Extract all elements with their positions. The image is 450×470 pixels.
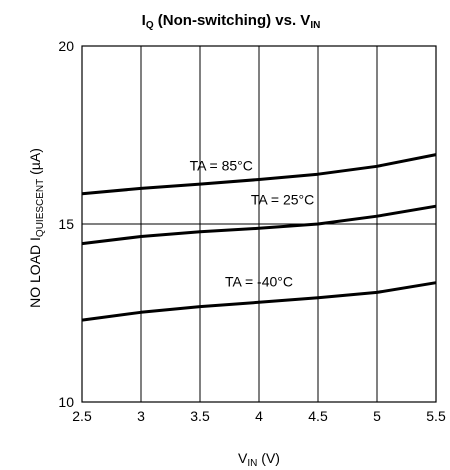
- x-tick-label-6: 5.5: [426, 408, 446, 424]
- x-tick-label-1: 3: [137, 408, 145, 424]
- x-tick-label-0: 2.5: [72, 408, 92, 424]
- series-line-2: [81, 281, 437, 322]
- series-annotation-0: TA = 85°C: [190, 158, 253, 174]
- series-annotation-1: TA = 25°C: [251, 191, 314, 207]
- x-tick-label-4: 4.5: [308, 408, 328, 424]
- y-axis-label: NO LOAD IQUIESCENT (µA): [27, 148, 46, 308]
- plot-area: 2.5 3 3.5 4 4.5 5 5.5 10 15 20 TA = 85°C TA = 25°C T…: [58, 38, 446, 424]
- x-tick-label-2: 3.5: [190, 408, 210, 424]
- x-tick-label-5: 5: [373, 408, 381, 424]
- y-tick-label-2: 20: [58, 38, 74, 54]
- y-tick-label-1: 15: [58, 216, 74, 232]
- series-line-0: [81, 153, 437, 196]
- chart-title: IQ (Non-switching) vs. VIN: [142, 12, 321, 31]
- x-tick-label-3: 4: [255, 408, 263, 424]
- x-axis-label: VIN (V): [238, 450, 280, 469]
- series-line-1: [81, 204, 437, 246]
- series-annotation-2: TA = -40°C: [225, 273, 293, 289]
- plot-frame: [81, 45, 437, 403]
- y-tick-label-0: 10: [58, 394, 74, 410]
